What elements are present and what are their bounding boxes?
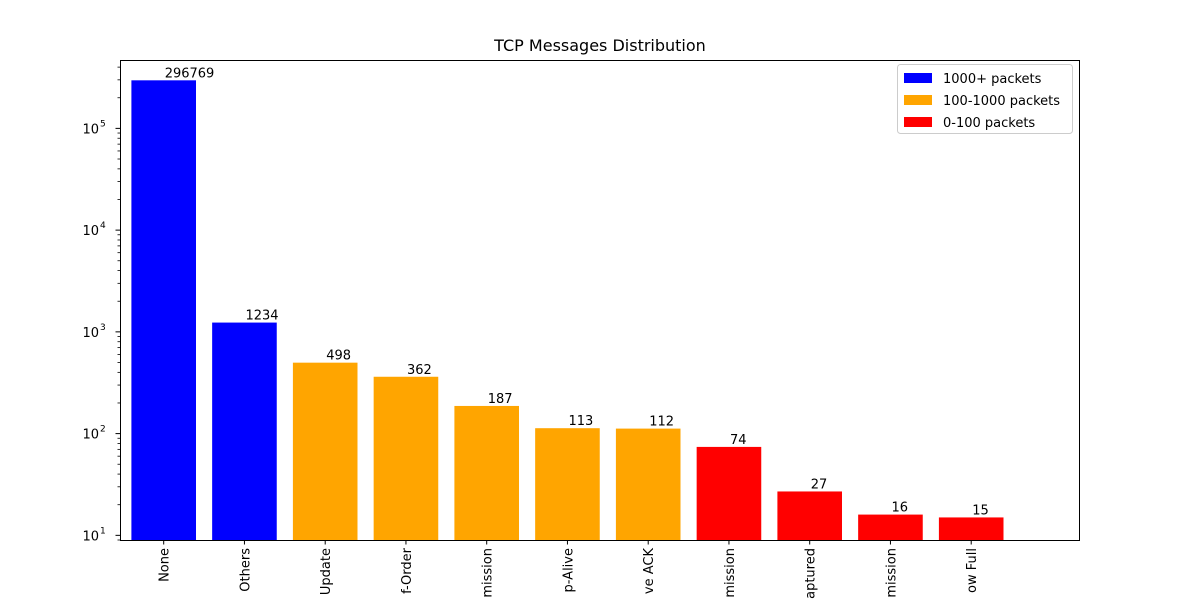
legend-swatch <box>904 117 932 127</box>
bar <box>454 405 519 540</box>
bar <box>858 514 923 540</box>
y-minor-ticks <box>117 66 120 541</box>
chart-title: TCP Messages Distribution <box>493 36 706 55</box>
bar-value-label: 113 <box>568 414 593 429</box>
x-tick-label: p-Alive <box>561 548 576 592</box>
bar <box>212 322 277 540</box>
bar <box>292 362 358 540</box>
bar-value-label: 15 <box>972 503 989 518</box>
y-tick-label: 10 <box>82 529 99 544</box>
bar <box>615 428 681 540</box>
bar-value-label: 16 <box>891 501 908 516</box>
x-tick-label: ow Full <box>965 548 980 593</box>
x-axis-ticks: None Others Update f-Order mission p-Alive ve … <box>158 540 980 599</box>
legend-label: 100-1000 packets <box>943 94 1060 109</box>
y-tick-exponent: 2 <box>100 425 106 435</box>
y-tick-label: 10 <box>82 122 99 137</box>
legend-label: 0-100 packets <box>943 116 1035 131</box>
x-tick-label: Others <box>238 548 253 592</box>
y-tick-exponent: 3 <box>100 323 106 333</box>
bar-value-label: 296769 <box>165 66 215 81</box>
bars-layer: 296769 1234 498 362 187 113 112 74 27 16 15 <box>131 66 1004 540</box>
x-tick-label: Update <box>319 548 334 595</box>
bar <box>535 428 600 540</box>
bar-value-label: 187 <box>488 392 513 407</box>
y-tick-label: 10 <box>82 428 99 443</box>
legend: 1000+ packets 100-1000 packets 0-100 packe… <box>897 64 1073 134</box>
x-tick-label: mission <box>723 548 738 598</box>
bar-value-label: 362 <box>407 363 432 378</box>
bar-value-label: 112 <box>649 415 674 430</box>
bar <box>131 80 196 540</box>
legend-swatch <box>904 95 932 105</box>
x-tick-label: mission <box>884 548 899 598</box>
legend-label: 1000+ packets <box>943 72 1042 87</box>
x-tick-label: ve ACK <box>642 548 657 595</box>
x-tick-label: aptured <box>804 548 819 599</box>
y-tick-exponent: 5 <box>100 119 106 129</box>
y-tick-exponent: 1 <box>100 526 106 536</box>
bar-value-label: 1234 <box>245 309 278 324</box>
y-tick-exponent: 4 <box>100 221 106 231</box>
bar-value-label: 74 <box>730 433 747 448</box>
bar <box>777 491 842 540</box>
bar <box>938 517 1004 540</box>
bar <box>696 446 762 540</box>
bar-value-label: 498 <box>326 349 351 364</box>
y-tick-label: 10 <box>82 326 99 341</box>
bar <box>373 376 439 540</box>
plot-frame <box>120 60 1080 541</box>
x-tick-label: f-Order <box>400 547 415 594</box>
x-tick-label: None <box>158 548 173 582</box>
legend-box <box>897 64 1073 134</box>
x-tick-label: mission <box>481 548 496 598</box>
y-tick-label: 10 <box>82 224 99 239</box>
legend-swatch <box>904 73 932 83</box>
bar-value-label: 27 <box>811 477 828 492</box>
